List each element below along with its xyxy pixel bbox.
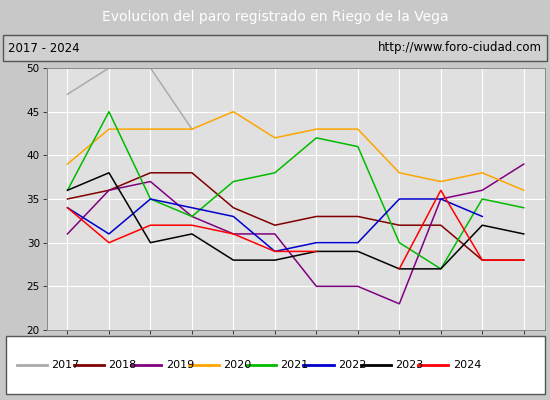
Text: 2017 - 2024: 2017 - 2024	[8, 42, 80, 54]
Text: 2021: 2021	[280, 360, 309, 370]
Text: 2017: 2017	[51, 360, 79, 370]
Text: 2022: 2022	[338, 360, 366, 370]
Text: 2024: 2024	[453, 360, 481, 370]
Text: Evolucion del paro registrado en Riego de la Vega: Evolucion del paro registrado en Riego d…	[102, 10, 448, 24]
Text: 2023: 2023	[395, 360, 424, 370]
Text: 2018: 2018	[108, 360, 137, 370]
Text: 2020: 2020	[223, 360, 251, 370]
Text: http://www.foro-ciudad.com: http://www.foro-ciudad.com	[378, 42, 542, 54]
Text: 2019: 2019	[166, 360, 194, 370]
